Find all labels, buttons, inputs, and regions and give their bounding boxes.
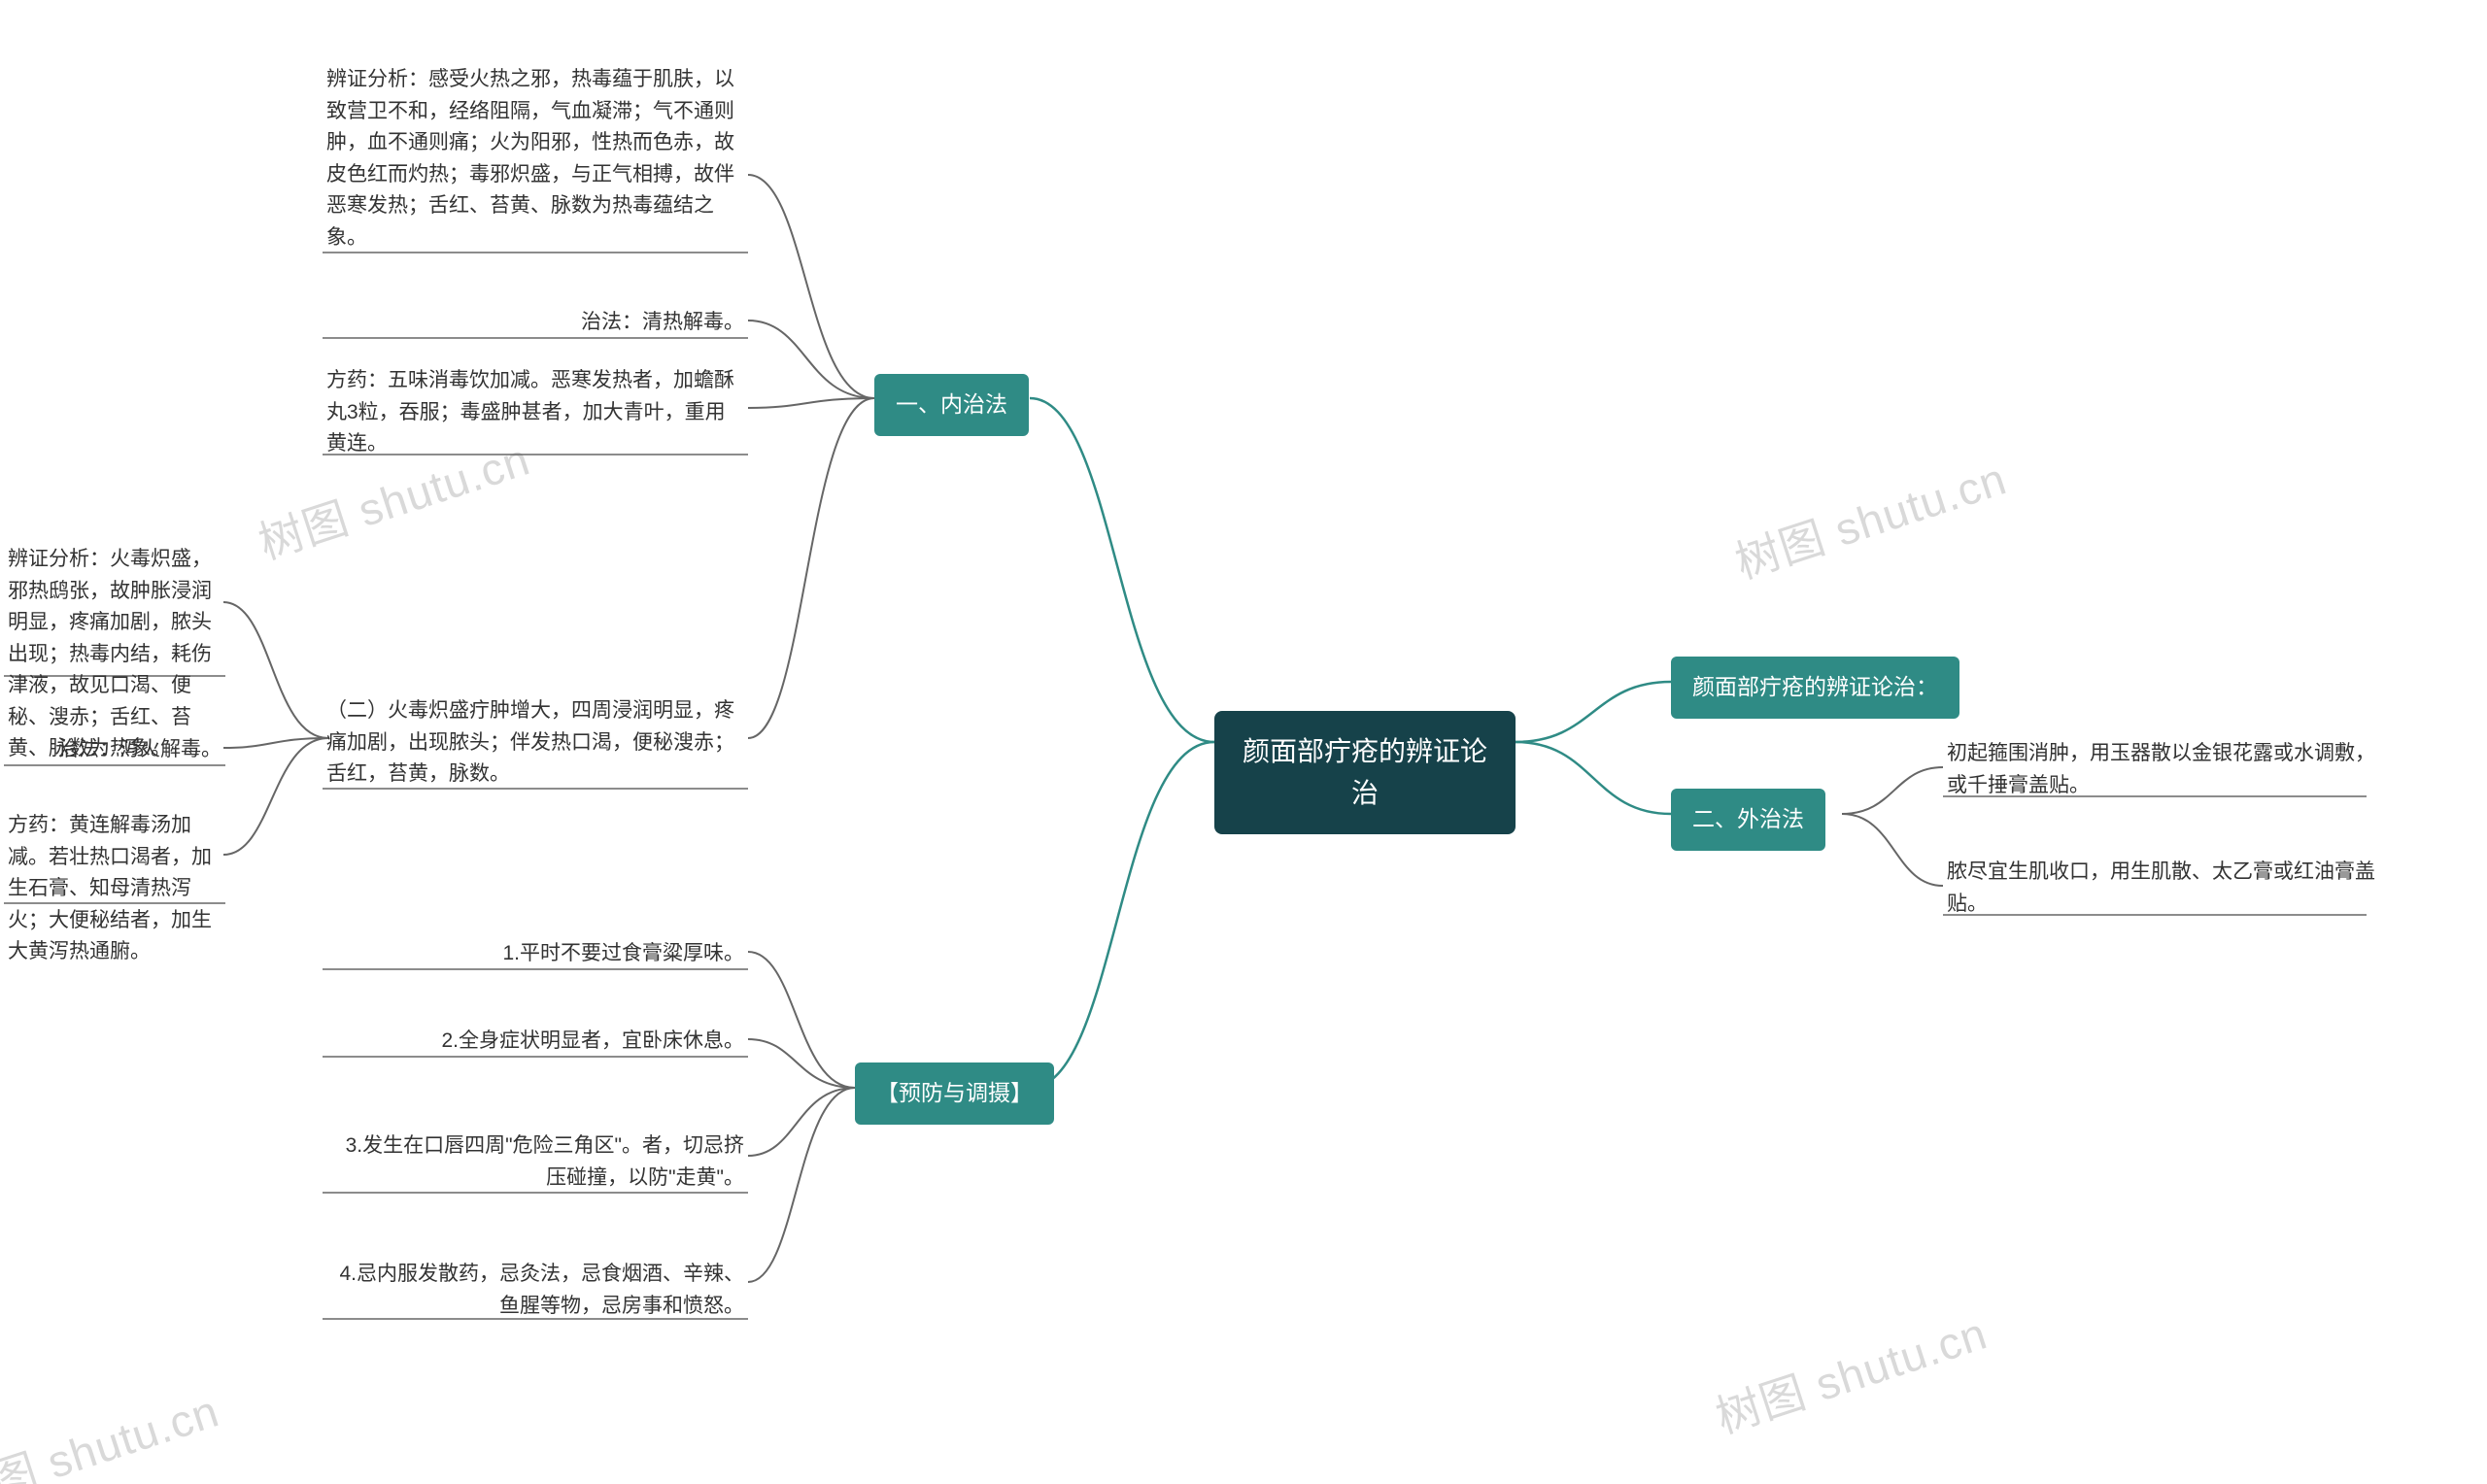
- leaf-r2-c1[interactable]: 初起箍围消肿，用玉器散以金银花露或水调敷，或千捶膏盖贴。: [1943, 732, 2390, 807]
- leaf-l1-b-label[interactable]: （二）火毒炽盛疔肿增大，四周浸润明显，疼痛加剧，出现脓头；伴发热口渴，便秘溲赤；…: [323, 690, 748, 796]
- leaf-l1-a1[interactable]: 辨证分析：感受火热之邪，热毒蕴于肌肤，以致营卫不和，经络阻隔，气血凝滞；气不通则…: [323, 58, 748, 259]
- branch-left-2[interactable]: 【预防与调摄】: [855, 1062, 1054, 1125]
- leaf-l1-a2[interactable]: 治法：清热解毒。: [323, 301, 748, 345]
- leaf-text: （二）火毒炽盛疔肿增大，四周浸润明显，疼痛加剧，出现脓头；伴发热口渴，便秘溲赤；…: [326, 699, 734, 785]
- leaf-r2-c2[interactable]: 脓尽宜生肌收口，用生肌散、太乙膏或红油膏盖贴。: [1943, 851, 2390, 926]
- branch-right-1[interactable]: 颜面部疔疮的辨证论治：: [1671, 657, 1959, 719]
- branch-label: 二、外治法: [1692, 806, 1804, 831]
- leaf-l1-b3[interactable]: 方药：黄连解毒汤加减。若壮热口渴者，加生石膏、知母清热泻火；大便秘结者，加生大黄…: [4, 804, 225, 974]
- watermark: 树图 shutu.cn: [0, 1376, 226, 1484]
- leaf-text: 方药：黄连解毒汤加减。若壮热口渴者，加生石膏、知母清热泻火；大便秘结者，加生大黄…: [8, 814, 212, 962]
- leaf-text: 治法：清热解毒。: [581, 311, 744, 333]
- watermark: 树图 shutu.cn: [1707, 1298, 1994, 1446]
- leaf-l2-c3[interactable]: 3.发生在口唇四周"危险三角区"。者，切忌挤压碰撞，以防"走黄"。: [323, 1125, 748, 1199]
- leaf-l1-b2[interactable]: 治法：泻火解毒。: [4, 728, 225, 772]
- leaf-text: 1.平时不要过食膏粱厚味。: [502, 942, 744, 964]
- leaf-text: 3.发生在口唇四周"危险三角区"。者，切忌挤压碰撞，以防"走黄"。: [346, 1134, 744, 1189]
- leaf-text: 2.全身症状明显者，宜卧床休息。: [441, 1029, 744, 1052]
- branch-label: 【预防与调摄】: [876, 1080, 1033, 1105]
- root-label: 颜面部疔疮的辨证论治: [1243, 736, 1487, 808]
- leaf-text: 初起箍围消肿，用玉器散以金银花露或水调敷，或千捶膏盖贴。: [1947, 742, 2375, 796]
- leaf-text: 4.忌内服发散药，忌灸法，忌食烟酒、辛辣、鱼腥等物，忌房事和愤怒。: [339, 1263, 744, 1317]
- leaf-l2-c4[interactable]: 4.忌内服发散药，忌灸法，忌食烟酒、辛辣、鱼腥等物，忌房事和愤怒。: [323, 1253, 748, 1328]
- leaf-text: 治法：泻火解毒。: [58, 738, 221, 760]
- leaf-l2-c1[interactable]: 1.平时不要过食膏粱厚味。: [323, 932, 748, 976]
- mindmap-canvas: 树图 shutu.cn 树图 shutu.cn 树图 shutu.cn 树图 s…: [0, 0, 2487, 1484]
- leaf-l2-c2[interactable]: 2.全身症状明显者，宜卧床休息。: [323, 1020, 748, 1063]
- branch-label: 一、内治法: [896, 391, 1007, 417]
- branch-right-2[interactable]: 二、外治法: [1671, 789, 1825, 851]
- root-node[interactable]: 颜面部疔疮的辨证论治: [1214, 711, 1516, 834]
- leaf-text: 方药：五味消毒饮加减。恶寒发热者，加蟾酥丸3粒，吞服；毒盛肿甚者，加大青叶，重用…: [326, 369, 734, 455]
- leaf-text: 脓尽宜生肌收口，用生肌散、太乙膏或红油膏盖贴。: [1947, 860, 2375, 915]
- leaf-l1-a3[interactable]: 方药：五味消毒饮加减。恶寒发热者，加蟾酥丸3粒，吞服；毒盛肿甚者，加大青叶，重用…: [323, 359, 748, 466]
- watermark: 树图 shutu.cn: [1726, 444, 2014, 591]
- leaf-text: 辨证分析：感受火热之邪，热毒蕴于肌肤，以致营卫不和，经络阻隔，气血凝滞；气不通则…: [326, 68, 734, 249]
- branch-left-1[interactable]: 一、内治法: [874, 374, 1029, 436]
- branch-label: 颜面部疔疮的辨证论治：: [1692, 674, 1938, 699]
